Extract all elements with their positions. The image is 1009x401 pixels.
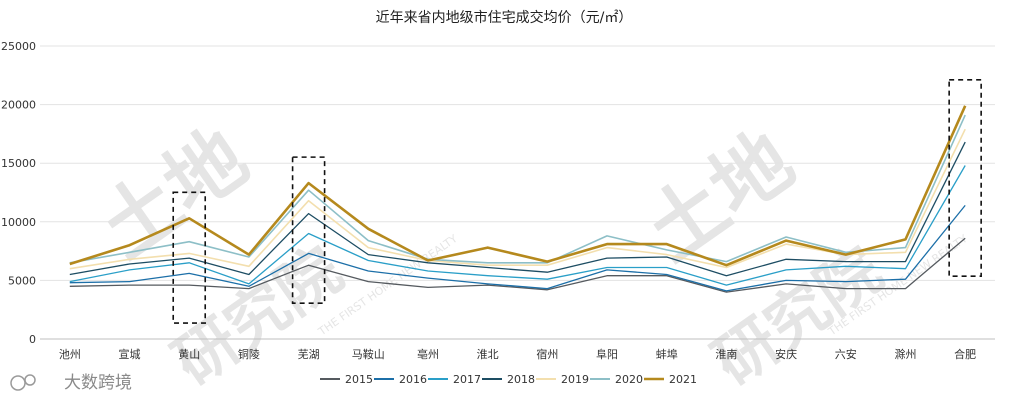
logo: 大数跨境 xyxy=(10,373,132,393)
series-line-2020 xyxy=(69,114,966,264)
legend-label: 2019 xyxy=(561,373,589,386)
x-tick-label: 滁州 xyxy=(894,347,916,361)
legend-label: 2017 xyxy=(453,373,481,386)
y-tick-label: 5000 xyxy=(8,274,36,287)
series-line-2021 xyxy=(69,105,967,267)
x-tick-label: 黄山 xyxy=(178,347,200,361)
watermark-text: 研究院 xyxy=(701,233,895,399)
x-tick-label: 安庆 xyxy=(775,347,797,361)
series-line-2018 xyxy=(69,141,966,277)
logo-icon xyxy=(10,375,26,391)
x-tick-label: 阜阳 xyxy=(596,348,618,361)
series-line-2016 xyxy=(69,204,966,292)
legend-label: 2020 xyxy=(615,373,643,386)
y-tick-label: 15000 xyxy=(1,157,36,170)
logo-icon xyxy=(24,374,36,386)
x-tick-label: 蚌埠 xyxy=(656,347,678,361)
highlight-box xyxy=(291,156,326,304)
highlight-box xyxy=(948,78,982,278)
x-tick-label: 宣城 xyxy=(119,347,141,361)
series-line-2017 xyxy=(69,165,966,286)
chart-title: 近年来省内地级市住宅成交均价（元/㎡） xyxy=(376,9,633,26)
x-tick-label: 六安 xyxy=(835,347,857,361)
x-tick-label: 芜湖 xyxy=(298,347,320,361)
legend-label: 2015 xyxy=(345,373,373,386)
series-lines xyxy=(69,105,967,293)
y-tick-label: 20000 xyxy=(1,99,36,112)
series-line-2019 xyxy=(69,128,966,270)
x-tick-label: 合肥 xyxy=(954,347,976,361)
y-axis: 0 5000 10000 15000 20000 25000 xyxy=(1,40,36,346)
x-tick-label: 铜陵 xyxy=(238,347,260,361)
x-tick-label: 马鞍山 xyxy=(352,347,385,361)
legend-label: 2016 xyxy=(399,373,427,386)
legend-label: 2021 xyxy=(669,373,697,386)
x-tick-label: 池州 xyxy=(59,348,81,361)
legend: 2015 2016 2017 2018 2019 2020 2021 xyxy=(320,373,697,386)
x-tick-label: 亳州 xyxy=(417,347,439,361)
highlight-boxes xyxy=(172,78,982,324)
x-tick-label: 淮南 xyxy=(715,348,737,361)
legend-label: 2018 xyxy=(507,373,535,386)
y-tick-label: 10000 xyxy=(1,216,36,229)
y-tick-label: 0 xyxy=(29,333,36,346)
logo-text: 大数跨境 xyxy=(64,373,132,393)
x-tick-label: 淮北 xyxy=(477,348,499,361)
gridlines xyxy=(40,45,995,340)
y-tick-label: 25000 xyxy=(1,40,36,53)
series-line-2015 xyxy=(69,237,966,293)
x-axis: 池州 宣城 黄山 铜陵 芜湖 马鞍山 亳州 淮北 宿州 阜阳 蚌埠 淮南 安庆 六安 滁州 合肥 xyxy=(59,347,976,361)
x-tick-label: 宿州 xyxy=(536,347,558,361)
